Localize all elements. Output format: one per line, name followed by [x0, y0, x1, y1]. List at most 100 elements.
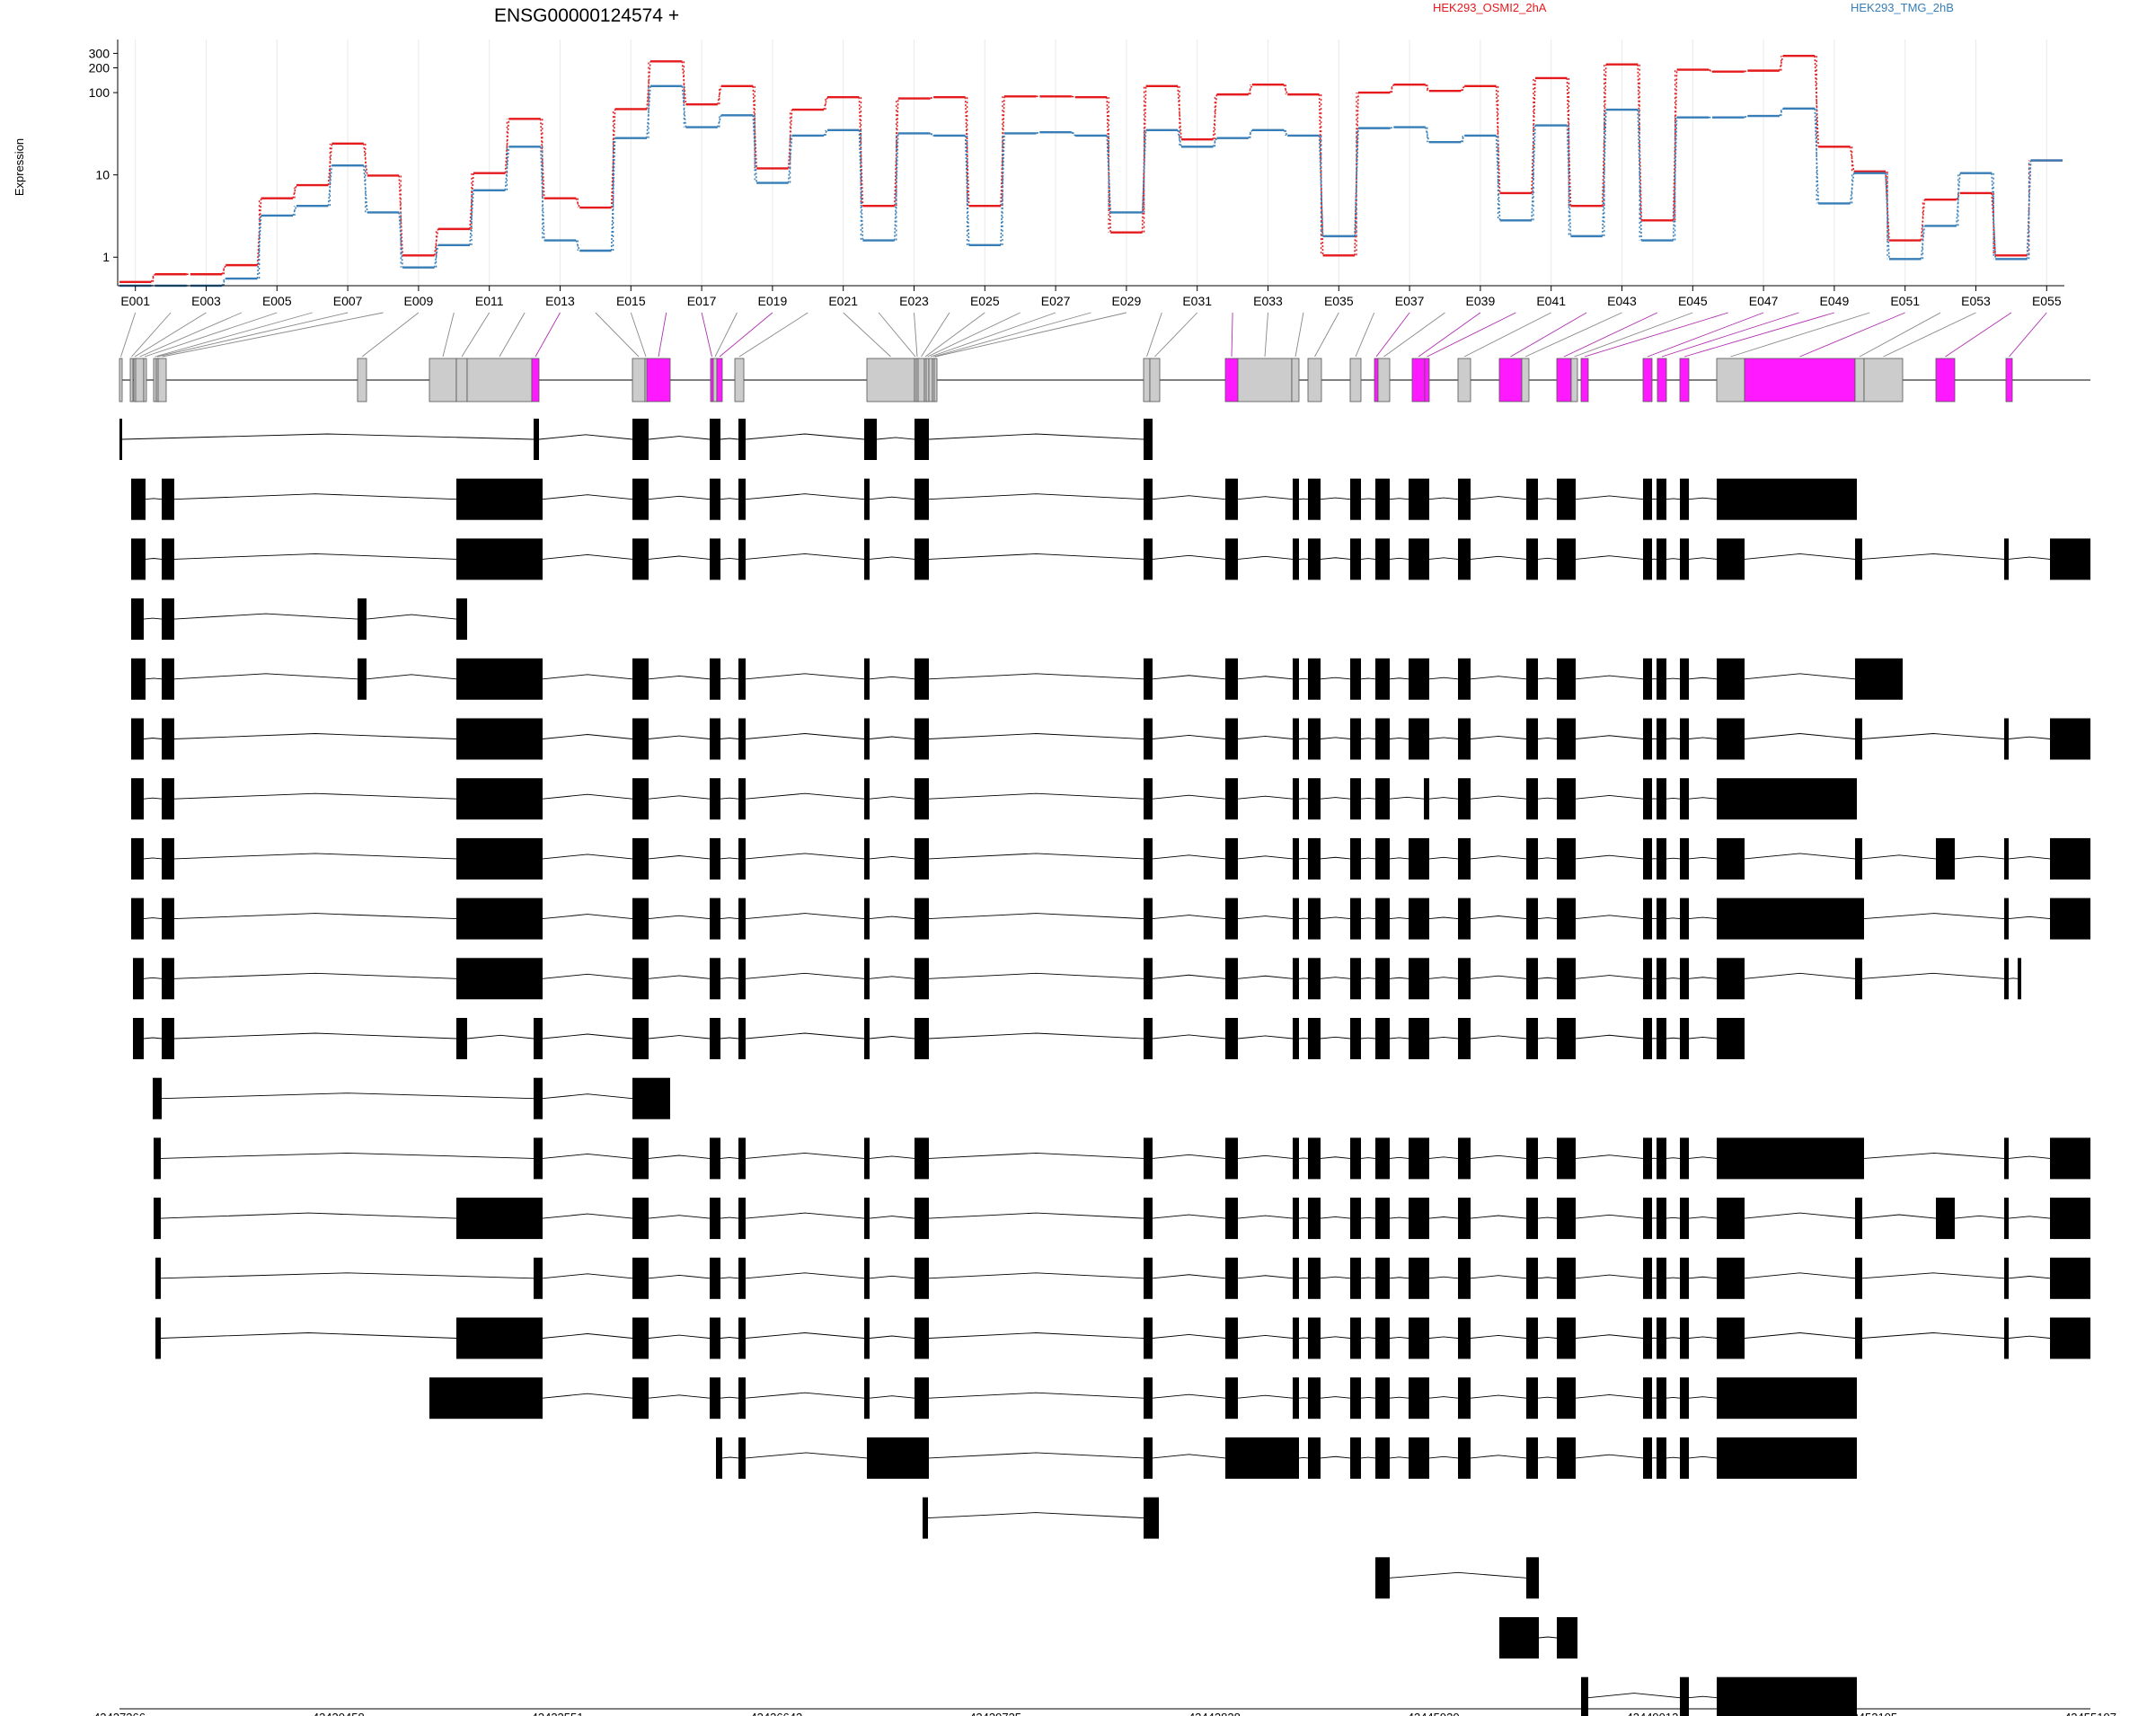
transcript-exon	[1375, 1137, 1390, 1180]
series-1-join	[1460, 85, 1465, 92]
intron-line	[1537, 1216, 1558, 1219]
transcript-exon	[864, 1018, 870, 1059]
intron-line	[160, 1152, 535, 1159]
transcript-exon	[1680, 1676, 1689, 1716]
gene-model-exon-bin	[1224, 358, 1239, 402]
exon-tick-label: E027	[1041, 294, 1071, 308]
intron-line	[542, 1213, 633, 1219]
transcript-exon	[1657, 958, 1666, 1000]
transcript-exon	[1717, 1377, 1857, 1420]
transcript-exon	[915, 1377, 929, 1420]
intron-line	[1470, 1455, 1527, 1459]
intron-line	[1428, 916, 1459, 920]
transcript-exon	[915, 898, 929, 940]
transcript-row	[154, 1198, 2090, 1240]
transcript-exon	[1557, 1617, 1577, 1659]
exon-connector	[914, 312, 918, 358]
exon-connector	[155, 312, 313, 358]
transcript-exon	[1144, 718, 1153, 760]
intron-line	[2008, 556, 2051, 560]
transcript-exon	[1458, 478, 1471, 520]
transcript-row	[131, 837, 2090, 880]
exon-connector	[1463, 312, 1551, 358]
transcript-exon	[1308, 1437, 1321, 1479]
intron-line	[1537, 1396, 1558, 1399]
transcript-exon	[1308, 718, 1321, 760]
intron-line	[720, 857, 739, 860]
intron-line	[745, 913, 865, 920]
exon-connector	[714, 312, 738, 358]
series-1-join	[256, 198, 262, 266]
intron-line	[2008, 915, 2051, 920]
exon-connector	[1647, 312, 1764, 358]
transcript-exon	[456, 478, 543, 520]
intron-line	[869, 796, 915, 800]
intron-line	[1389, 1216, 1409, 1219]
intron-line	[1152, 675, 1226, 680]
intron-line	[1666, 1216, 1681, 1219]
exon-tick-label: E047	[1749, 294, 1779, 308]
transcript-exon	[1308, 1137, 1321, 1180]
transcript-exon	[1144, 1198, 1153, 1240]
intron-line	[1688, 1695, 1718, 1699]
intron-line	[143, 1037, 163, 1039]
intron-line	[720, 677, 739, 680]
exon-tick-label: E055	[2032, 294, 2062, 308]
coordinate-tick-label: 43442828	[1188, 1711, 1241, 1716]
transcript-exon	[1409, 1437, 1429, 1479]
transcript-exon	[710, 1137, 720, 1180]
exon-connector	[595, 312, 640, 358]
exon-connector	[1661, 312, 1799, 358]
transcript-exon	[710, 478, 720, 520]
intron-line	[1428, 1336, 1459, 1339]
transcript-exon	[1350, 1018, 1361, 1059]
transcript-exon	[1293, 1018, 1299, 1059]
transcript-exon	[1350, 1198, 1361, 1240]
transcript-exon	[1458, 538, 1471, 580]
transcript-row	[131, 598, 467, 641]
intron-line	[1428, 677, 1459, 680]
exon-connector	[144, 312, 278, 358]
transcript-exon	[1350, 898, 1361, 940]
exon-connector	[120, 312, 137, 358]
intron-line	[1428, 737, 1459, 739]
transcript-exon	[1526, 1437, 1538, 1479]
series-2-join	[1637, 110, 1642, 241]
transcript-exon	[1526, 1557, 1539, 1599]
intron-line	[1688, 497, 1718, 500]
transcript-exon	[1717, 1257, 1745, 1299]
transcript-exon	[1855, 718, 1862, 760]
intron-line	[1360, 1337, 1376, 1339]
series-1-join	[1177, 85, 1182, 140]
transcript-exon	[1350, 1137, 1361, 1180]
intron-line	[1360, 558, 1376, 560]
intron-line	[869, 1155, 915, 1159]
gene-model-exon-bin	[1411, 358, 1426, 402]
exon-tick-label: E001	[120, 294, 150, 308]
transcript-exon	[1308, 778, 1321, 820]
intron-line	[869, 855, 915, 860]
intron-line	[143, 917, 163, 920]
intron-line	[648, 1274, 711, 1279]
intron-line	[745, 1272, 865, 1279]
gene-model-exon-bin	[455, 358, 468, 402]
intron-line	[1666, 1396, 1681, 1399]
transcript-row	[1375, 1557, 1539, 1599]
intron-line	[1428, 497, 1459, 500]
intron-line	[1688, 916, 1718, 920]
transcript-exon	[1144, 419, 1153, 460]
transcript-exon	[915, 538, 929, 580]
transcript-exon	[632, 1377, 649, 1420]
exon-connector	[1294, 312, 1304, 358]
transcript-exon	[738, 1018, 746, 1059]
y-tick-label: 100	[89, 85, 110, 100]
intron-line	[538, 434, 633, 440]
intron-line	[1428, 557, 1459, 560]
exon-connector	[1683, 312, 1835, 358]
legend-entry-tmg: HEK293_TMG_2hB	[1851, 1, 1954, 14]
transcript-exon	[2004, 718, 2009, 760]
intron-line	[1575, 495, 1644, 500]
intron-line	[928, 433, 1144, 440]
gene-model-exon-bin	[429, 358, 457, 402]
